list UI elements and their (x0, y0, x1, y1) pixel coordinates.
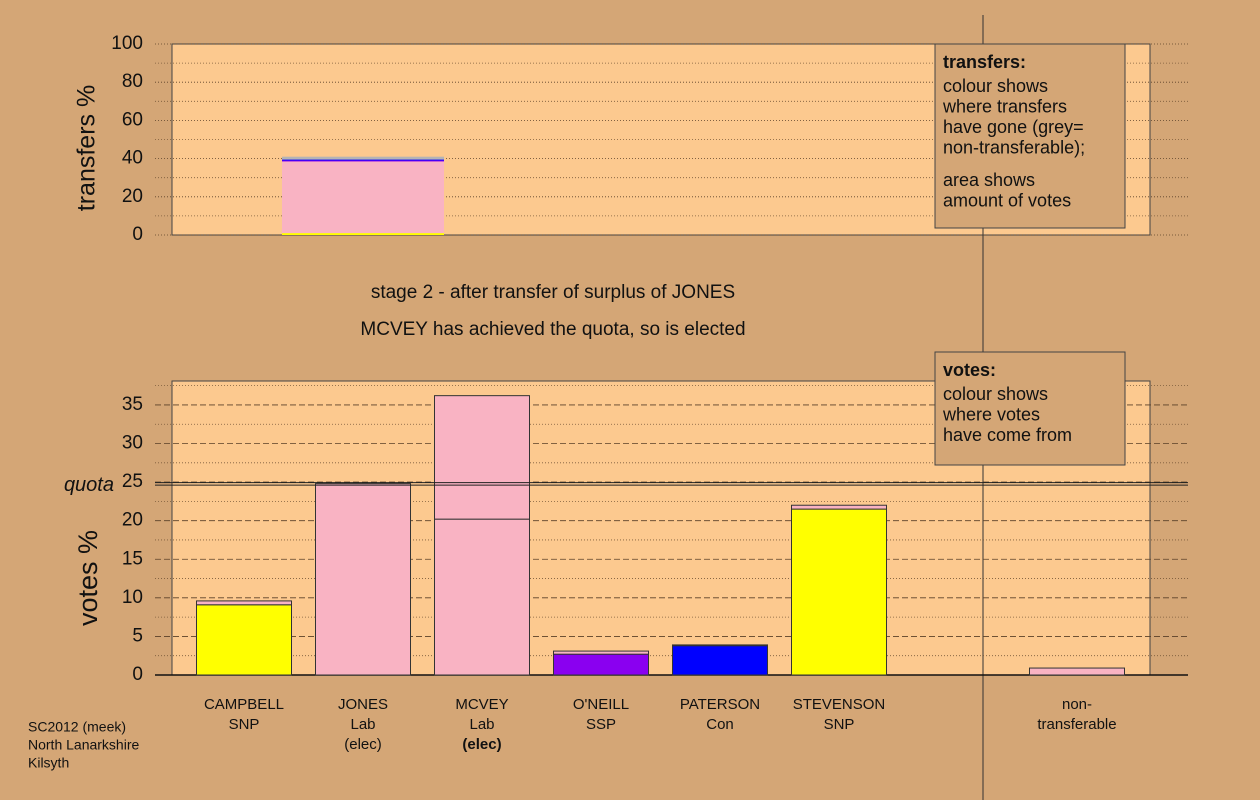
stage-subtitle: MCVEY has achieved the quota, so is elec… (360, 319, 745, 340)
bar-segment (196, 600, 292, 606)
y-tick-label: 80 (122, 71, 143, 92)
x-tick-label: SNP (824, 716, 855, 733)
x-tick-label: SSP (586, 716, 616, 733)
info-text: area shows (943, 170, 1035, 190)
x-tick-label: Lab (350, 716, 375, 733)
info-title: transfers: (943, 52, 1026, 72)
y-tick-label: 20 (122, 510, 143, 531)
x-tick-label: MCVEY (455, 696, 508, 713)
y-axis-title: votes % (73, 530, 103, 626)
bar-segment (434, 395, 530, 520)
bar-segment (672, 644, 768, 647)
x-tick-label: Con (706, 716, 734, 733)
info-text: non-transferable); (943, 137, 1085, 157)
bar-segment (315, 483, 411, 676)
bar-segment (791, 504, 887, 510)
bar-segment (1029, 667, 1125, 676)
y-axis-title: transfers % (73, 85, 101, 211)
bar-segment (282, 156, 444, 160)
x-tick-label: O'NEILL (573, 696, 629, 713)
y-tick-label: 20 (122, 186, 143, 207)
y-tick-label: 25 (122, 471, 143, 492)
info-text: where transfers (942, 96, 1067, 116)
x-tick-label: non- (1062, 696, 1092, 713)
y-tick-label: 0 (132, 224, 143, 245)
info-box (934, 43, 1126, 229)
bar-segment (434, 518, 530, 676)
info-text: have gone (grey= (943, 117, 1084, 137)
y-tick-label: 5 (132, 625, 143, 646)
info-title: votes: (943, 360, 996, 380)
x-tick-label: Lab (469, 716, 494, 733)
bar-segment (282, 159, 444, 161)
y-tick-label: 40 (122, 148, 143, 169)
bar-segment (196, 604, 292, 676)
info-text: where votes (942, 404, 1040, 424)
bar-segment (672, 645, 768, 676)
info-text: have come from (943, 425, 1072, 445)
info-text: colour shows (943, 384, 1048, 404)
y-tick-label: 30 (122, 433, 143, 454)
x-tick-label: transferable (1037, 716, 1116, 733)
bar-segment (282, 161, 444, 234)
quota-label: quota (64, 474, 114, 496)
info-text: colour shows (943, 76, 1048, 96)
y-tick-label: 35 (122, 394, 143, 415)
bar-segment (282, 233, 444, 235)
y-tick-label: 10 (122, 587, 143, 608)
y-tick-label: 100 (111, 33, 143, 54)
x-tick-label: SNP (229, 716, 260, 733)
info-box (934, 351, 1126, 466)
x-tick-label: JONES (338, 696, 388, 713)
footer: SC2012 (meek) (28, 719, 126, 735)
x-tick-label: CAMPBELL (204, 696, 284, 713)
bar-segment (791, 508, 887, 676)
x-tick-label: (elec) (344, 736, 382, 753)
x-tick-label: STEVENSON (793, 696, 886, 713)
y-tick-label: 15 (122, 548, 143, 569)
x-tick-label: (elec) (462, 736, 501, 753)
stage-title: stage 2 - after transfer of surplus of J… (371, 282, 735, 303)
y-tick-label: 0 (132, 664, 143, 685)
footer: Kilsyth (28, 755, 69, 771)
bar-segment (282, 160, 444, 162)
x-tick-label: PATERSON (680, 696, 760, 713)
info-text: amount of votes (943, 190, 1071, 210)
bar-segment (553, 653, 649, 676)
footer: North Lanarkshire (28, 737, 139, 753)
y-tick-label: 60 (122, 109, 143, 130)
bar-segment (553, 650, 649, 655)
